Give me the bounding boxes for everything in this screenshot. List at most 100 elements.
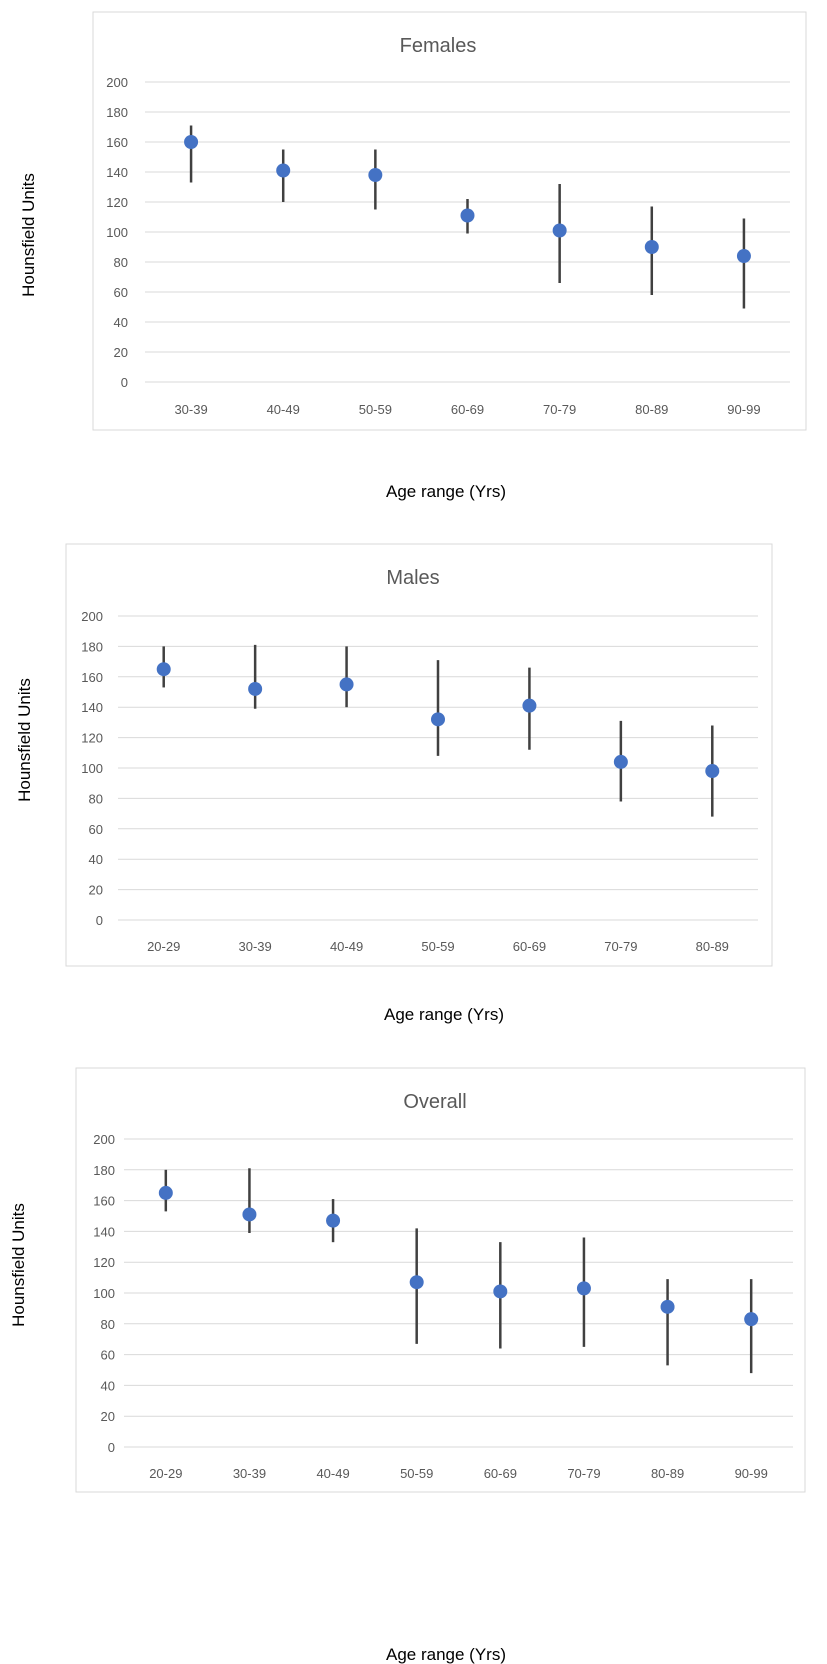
y-tick-label: 80 xyxy=(89,791,103,806)
x-tick-labels: 20-29 30-39 40-49 50-59 60-69 70-79 80-89 xyxy=(147,939,729,954)
y-tick-label: 160 xyxy=(106,135,128,150)
y-tick-label: 20 xyxy=(101,1409,115,1424)
y-tick-label: 100 xyxy=(81,761,103,776)
data-point xyxy=(576,1281,591,1296)
data-point xyxy=(744,1312,759,1327)
chart-frame xyxy=(65,543,773,967)
data-point xyxy=(158,1185,173,1200)
chart-overall: Overall 0 20 40 60 80 100 120 140 160 180 200 20-2… xyxy=(75,1067,806,1493)
y-tick-label: 140 xyxy=(106,165,128,180)
y-axis-title: Hounsfield Units xyxy=(9,1203,28,1327)
chart-females: Females 0 20 40 60 80 100 120 140 160 180 200 30-3… xyxy=(92,11,807,431)
data-point xyxy=(460,208,475,223)
data-point xyxy=(613,754,628,769)
x-tick-label: 30-39 xyxy=(233,1466,266,1481)
y-tick-label: 200 xyxy=(81,609,103,624)
y-tick-label: 80 xyxy=(101,1317,115,1332)
data-point xyxy=(705,764,720,779)
y-tick-label: 140 xyxy=(93,1224,115,1239)
y-tick-label: 40 xyxy=(114,315,128,330)
data-point xyxy=(409,1275,424,1290)
x-tick-label: 50-59 xyxy=(400,1466,433,1481)
y-tick-label: 140 xyxy=(81,700,103,715)
data-points xyxy=(156,662,720,779)
y-tick-label: 160 xyxy=(93,1194,115,1209)
y-axis-title: Hounsfield Units xyxy=(15,678,34,802)
y-tick-label: 60 xyxy=(101,1348,115,1363)
y-tick-label: 40 xyxy=(89,852,103,867)
y-tick-labels: 0 20 40 60 80 100 120 140 160 180 200 xyxy=(106,75,128,390)
x-axis-title: Age range (Yrs) xyxy=(384,1005,504,1024)
y-tick-label: 20 xyxy=(89,883,103,898)
x-tick-label: 40-49 xyxy=(316,1466,349,1481)
y-tick-label: 120 xyxy=(81,731,103,746)
x-tick-label: 40-49 xyxy=(267,402,300,417)
y-tick-label: 80 xyxy=(114,255,128,270)
y-tick-label: 200 xyxy=(93,1132,115,1147)
x-tick-label: 70-79 xyxy=(567,1466,600,1481)
data-point xyxy=(326,1213,341,1228)
data-point xyxy=(242,1207,257,1222)
y-tick-label: 40 xyxy=(101,1378,115,1393)
x-tick-label: 50-59 xyxy=(421,939,454,954)
chart-frame xyxy=(92,11,807,431)
x-tick-label: 50-59 xyxy=(359,402,392,417)
chart-males: Males 0 20 40 60 80 100 120 140 160 180 200 20-29 3… xyxy=(65,543,773,967)
data-point xyxy=(276,163,291,178)
y-tick-label: 180 xyxy=(93,1163,115,1178)
x-tick-label: 30-39 xyxy=(174,402,207,417)
x-tick-label: 80-89 xyxy=(635,402,668,417)
gridlines xyxy=(124,1138,793,1448)
y-tick-label: 180 xyxy=(81,639,103,654)
data-point xyxy=(431,712,445,727)
data-point xyxy=(493,1284,508,1299)
data-point xyxy=(736,249,751,263)
chart-title: Overall xyxy=(403,1091,466,1113)
chart-title: Females xyxy=(400,35,477,57)
x-tick-label: 70-79 xyxy=(604,939,637,954)
data-point xyxy=(156,662,171,677)
y-tick-label: 0 xyxy=(108,1440,115,1455)
x-tick-label: 60-69 xyxy=(513,939,546,954)
x-tick-label: 60-69 xyxy=(451,402,484,417)
y-tick-label: 180 xyxy=(106,105,128,120)
y-tick-label: 60 xyxy=(89,822,103,837)
data-points xyxy=(184,135,751,263)
data-point xyxy=(660,1299,675,1314)
data-point xyxy=(644,240,659,254)
x-tick-labels: 30-39 40-49 50-59 60-69 70-79 80-89 90-99 xyxy=(174,402,760,417)
data-point xyxy=(552,223,567,238)
y-axis-title: Hounsfield Units xyxy=(19,173,38,297)
data-point xyxy=(522,698,537,713)
x-tick-labels: 20-29 30-39 40-49 50-59 60-69 70-79 80-89 90-99 xyxy=(149,1466,768,1481)
x-tick-label: 20-29 xyxy=(147,939,180,954)
data-point xyxy=(368,168,383,182)
chart-frame xyxy=(75,1067,806,1493)
y-tick-labels: 0 20 40 60 80 100 120 140 160 180 200 xyxy=(93,1132,115,1455)
y-tick-label: 160 xyxy=(81,670,103,685)
y-tick-label: 0 xyxy=(96,913,103,928)
y-tick-label: 100 xyxy=(93,1286,115,1301)
data-point xyxy=(339,677,354,692)
x-tick-label: 80-89 xyxy=(696,939,729,954)
x-tick-label: 90-99 xyxy=(735,1466,768,1481)
y-tick-label: 100 xyxy=(106,225,128,240)
x-tick-label: 20-29 xyxy=(149,1466,182,1481)
x-tick-label: 80-89 xyxy=(651,1466,684,1481)
y-tick-label: 120 xyxy=(93,1255,115,1270)
data-point xyxy=(184,135,199,149)
x-tick-label: 40-49 xyxy=(330,939,363,954)
y-tick-label: 200 xyxy=(106,75,128,90)
y-tick-label: 0 xyxy=(121,375,128,390)
data-points xyxy=(158,1185,759,1327)
x-tick-label: 60-69 xyxy=(484,1466,517,1481)
y-tick-label: 20 xyxy=(114,345,128,360)
x-tick-label: 70-79 xyxy=(543,402,576,417)
x-tick-label: 90-99 xyxy=(727,402,760,417)
x-tick-label: 30-39 xyxy=(239,939,272,954)
x-axis-title: Age range (Yrs) xyxy=(386,482,506,501)
x-axis-title: Age range (Yrs) xyxy=(386,1645,506,1664)
y-tick-label: 60 xyxy=(114,285,128,300)
data-point xyxy=(248,681,263,696)
